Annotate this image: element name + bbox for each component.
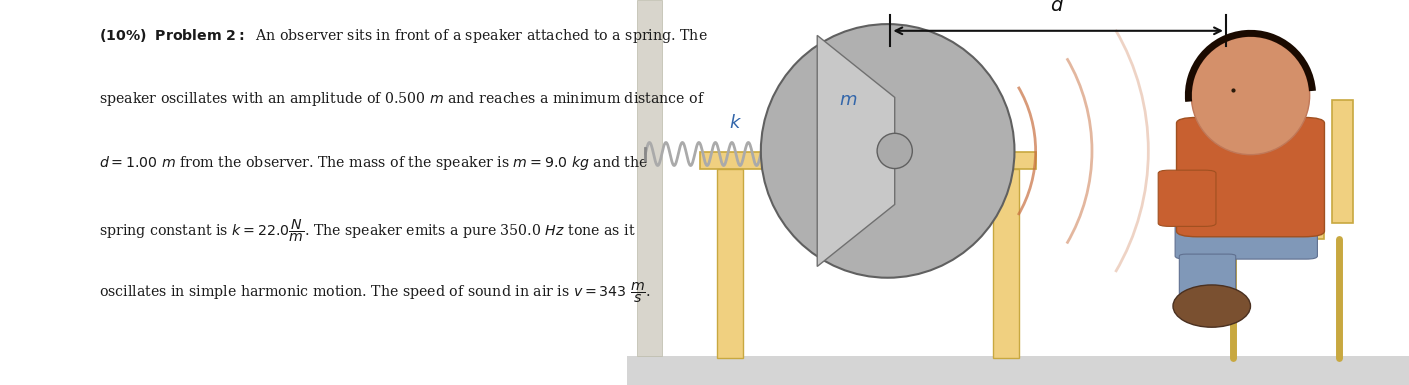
Text: $m$: $m$ — [840, 91, 857, 109]
Polygon shape — [817, 35, 895, 266]
FancyBboxPatch shape — [1179, 254, 1236, 302]
Bar — [810, 116, 888, 187]
Bar — [627, 356, 1409, 385]
Ellipse shape — [1174, 285, 1251, 327]
Text: $k$: $k$ — [728, 114, 743, 132]
Bar — [993, 169, 1019, 358]
FancyBboxPatch shape — [1158, 170, 1216, 226]
Bar — [627, 0, 1409, 385]
Bar — [1234, 114, 1270, 125]
Bar — [700, 152, 1036, 169]
Bar — [1332, 100, 1353, 223]
Ellipse shape — [876, 133, 913, 169]
Ellipse shape — [1191, 36, 1310, 155]
Ellipse shape — [761, 24, 1014, 278]
Text: speaker oscillates with an amplitude of 0.500 $\mathit{m}$ and reaches a minimum: speaker oscillates with an amplitude of … — [99, 90, 704, 109]
Text: spring constant is $k=22.0\dfrac{N}{m}$. The speaker emits a pure 350.0 $\mathit: spring constant is $k=22.0\dfrac{N}{m}$.… — [99, 218, 635, 244]
Text: $d$: $d$ — [1050, 0, 1064, 15]
Text: oscillates in simple harmonic motion. The speed of sound in air is $v=343$ $\dfr: oscillates in simple harmonic motion. Th… — [99, 281, 651, 305]
FancyBboxPatch shape — [1177, 117, 1324, 237]
Bar — [717, 169, 743, 358]
FancyBboxPatch shape — [1175, 220, 1317, 259]
Bar — [1184, 223, 1324, 239]
Bar — [637, 0, 662, 356]
Text: $\mathbf{(10\%)}$  $\mathbf{Problem\ 2:}$  An observer sits in front of a speake: $\mathbf{(10\%)}$ $\mathbf{Problem\ 2:}$… — [99, 27, 707, 45]
Text: $d=1.00$ $\mathit{m}$ from the observer. The mass of the speaker is $m=9.0$ $\ma: $d=1.00$ $\mathit{m}$ from the observer.… — [99, 154, 648, 172]
